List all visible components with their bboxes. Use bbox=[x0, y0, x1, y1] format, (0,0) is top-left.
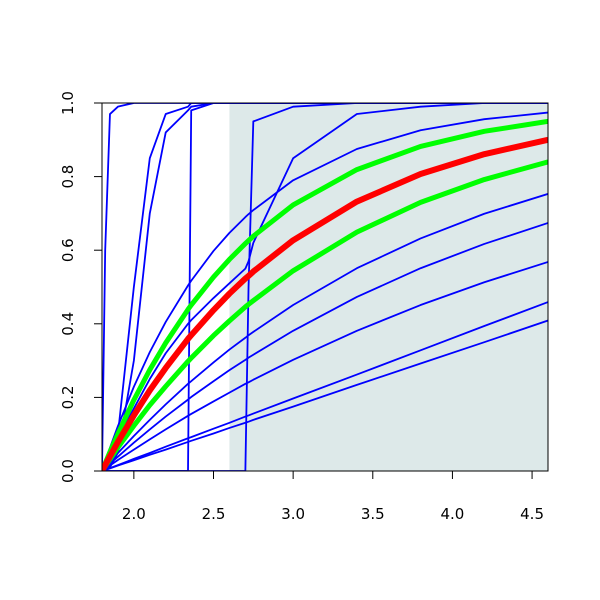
y-tick-label: 0.0 bbox=[59, 459, 77, 483]
series-line bbox=[102, 301, 548, 471]
y-tick-label: 0.4 bbox=[59, 312, 77, 336]
x-tick-label: 3.5 bbox=[361, 505, 385, 523]
series-line bbox=[102, 118, 548, 471]
y-tick-label: 0.6 bbox=[59, 238, 77, 262]
y-tick-label: 0.8 bbox=[59, 165, 77, 189]
series-line bbox=[102, 103, 548, 471]
series-line bbox=[102, 136, 548, 471]
x-tick-label: 4.5 bbox=[520, 505, 544, 523]
y-tick-label: 1.0 bbox=[59, 91, 77, 115]
series-line bbox=[102, 193, 548, 471]
series-line bbox=[102, 111, 548, 471]
y-tick-label: 0.2 bbox=[59, 385, 77, 409]
series-line bbox=[102, 222, 548, 471]
x-tick-label: 4.0 bbox=[440, 505, 464, 523]
x-tick-label: 3.0 bbox=[281, 505, 305, 523]
lines bbox=[102, 103, 548, 471]
series-line bbox=[102, 261, 548, 471]
x-tick-label: 2.5 bbox=[202, 505, 226, 523]
x-tick-label: 2.0 bbox=[122, 505, 146, 523]
plot-frame bbox=[101, 102, 549, 472]
